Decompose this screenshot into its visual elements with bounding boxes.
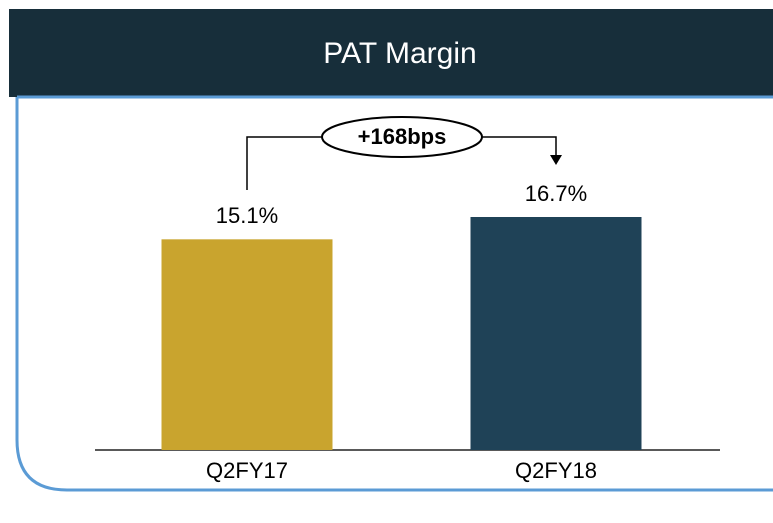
bar — [161, 239, 333, 450]
header — [9, 9, 773, 97]
bracket — [246, 136, 557, 190]
x-tick-label: Q2FY18 — [515, 458, 597, 483]
panel-border — [15, 95, 773, 492]
annotation: +168bps — [358, 124, 447, 149]
annotation-ellipse — [321, 116, 483, 158]
bar — [470, 217, 642, 450]
value-label: 15.1% — [216, 203, 278, 228]
value-label: 16.7% — [525, 181, 587, 206]
arrow-head — [550, 155, 562, 165]
chart-title: PAT Margin — [323, 37, 476, 70]
x-tick-label: Q2FY17 — [206, 458, 288, 483]
